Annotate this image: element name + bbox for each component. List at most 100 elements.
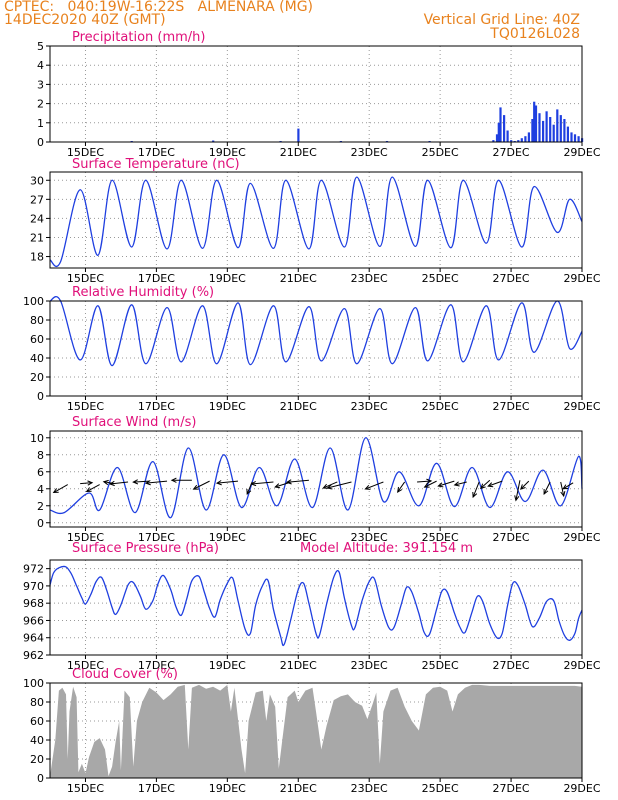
x-tick-label: 29DEC bbox=[563, 531, 600, 544]
precip-bar bbox=[577, 136, 580, 142]
wind-vector bbox=[515, 480, 521, 501]
precip-bar bbox=[573, 134, 577, 142]
y-tick-label: 21 bbox=[30, 231, 44, 244]
precip-bar bbox=[492, 140, 495, 142]
cloud-cover-area bbox=[50, 684, 582, 778]
series-line bbox=[49, 296, 583, 367]
y-tick-label: 20 bbox=[30, 371, 44, 384]
x-tick-label: 29DEC bbox=[563, 146, 600, 159]
wind-vector-head bbox=[364, 484, 371, 490]
x-tick-label: 15DEC bbox=[67, 272, 104, 285]
precip-bar bbox=[520, 138, 523, 142]
series-line bbox=[49, 176, 583, 267]
x-tick-label: 15DEC bbox=[67, 659, 104, 672]
panel-frame bbox=[49, 300, 583, 397]
wind-vector-head bbox=[426, 478, 433, 484]
y-tick-label: 60 bbox=[30, 715, 44, 728]
wind-vector bbox=[454, 481, 467, 486]
wind-vector bbox=[488, 480, 503, 487]
wind-vector-head bbox=[487, 482, 494, 488]
y-tick-label: 964 bbox=[23, 632, 44, 645]
x-tick-label: 25DEC bbox=[422, 531, 459, 544]
precip-bar bbox=[533, 101, 536, 142]
precip-bar bbox=[542, 120, 545, 142]
wind-vector bbox=[424, 480, 437, 488]
panel-2: 0 20 40 60 80 100 15DEC 17DEC 19DEC 21DEC 23DEC 25D… bbox=[23, 285, 601, 413]
precip-bar bbox=[549, 117, 552, 142]
wind-vector bbox=[543, 481, 551, 495]
x-tick-label: 21DEC bbox=[280, 659, 317, 672]
wind-vector-head bbox=[87, 480, 94, 486]
y-tick-label: 2 bbox=[37, 500, 44, 513]
x-tick-label: 25DEC bbox=[422, 782, 459, 795]
precip-bar bbox=[552, 124, 555, 142]
y-tick-label: 27 bbox=[30, 193, 44, 206]
panel-1: 18 21 24 27 30 15DEC 17DEC 19DEC 21DEC 23DEC 25DEC… bbox=[30, 157, 601, 285]
x-tick-label: 27DEC bbox=[493, 782, 530, 795]
x-tick-label: 29DEC bbox=[563, 659, 600, 672]
precip-bar bbox=[503, 115, 506, 142]
wind-vector-head bbox=[250, 480, 257, 487]
y-tick-label: 100 bbox=[23, 295, 44, 308]
x-tick-label: 21DEC bbox=[280, 272, 317, 285]
precip-bar bbox=[566, 126, 569, 142]
wind-vector bbox=[251, 481, 274, 485]
y-tick-label: 18 bbox=[30, 251, 44, 264]
y-tick-label: 24 bbox=[30, 212, 44, 225]
wind-vector-head bbox=[560, 490, 566, 498]
x-tick-label: 21DEC bbox=[280, 146, 317, 159]
x-tick-label: 19DEC bbox=[209, 659, 246, 672]
wind-vector-head bbox=[52, 488, 59, 494]
x-tick-label: 15DEC bbox=[67, 400, 104, 413]
wind-vector bbox=[86, 484, 100, 492]
wind-vector bbox=[472, 481, 480, 498]
x-tick-label: 29DEC bbox=[563, 782, 600, 795]
wind-vector bbox=[560, 481, 565, 497]
y-tick-label: 0 bbox=[37, 390, 44, 403]
wind-vector bbox=[145, 480, 168, 484]
x-tick-label: 17DEC bbox=[138, 659, 175, 672]
panel-title: Surface Temperature (nC) bbox=[72, 157, 240, 172]
header-grid-note: Vertical Grid Line: 40Z bbox=[423, 12, 580, 28]
x-tick-label: 19DEC bbox=[209, 272, 246, 285]
series-line bbox=[49, 437, 583, 519]
x-tick-label: 19DEC bbox=[209, 782, 246, 795]
precip-bar bbox=[524, 136, 527, 142]
wind-vector bbox=[53, 484, 68, 493]
y-tick-label: 972 bbox=[23, 563, 44, 576]
x-tick-label: 23DEC bbox=[351, 272, 388, 285]
wind-vector bbox=[286, 479, 309, 483]
x-tick-label: 25DEC bbox=[422, 146, 459, 159]
wind-vector-head bbox=[132, 479, 139, 485]
panel-frame bbox=[49, 682, 583, 779]
y-tick-label: 4 bbox=[37, 483, 44, 496]
wind-vector bbox=[80, 482, 93, 485]
y-tick-label: 0 bbox=[37, 517, 44, 530]
x-tick-label: 15DEC bbox=[67, 531, 104, 544]
y-tick-label: 6 bbox=[37, 466, 44, 479]
x-tick-label: 23DEC bbox=[351, 400, 388, 413]
wind-vector bbox=[397, 481, 406, 493]
wind-vector-head bbox=[108, 480, 115, 487]
x-tick-label: 19DEC bbox=[209, 400, 246, 413]
x-tick-label: 29DEC bbox=[563, 272, 600, 285]
precip-bar bbox=[563, 119, 566, 142]
y-tick-label: 968 bbox=[23, 597, 44, 610]
y-tick-label: 0 bbox=[37, 136, 44, 149]
y-tick-label: 8 bbox=[37, 449, 44, 462]
x-tick-label: 17DEC bbox=[138, 400, 175, 413]
wind-vector-head bbox=[326, 484, 333, 490]
y-tick-label: 40 bbox=[30, 352, 44, 365]
header-station: CPTEC: 040:19W-16:22S ALMENARA (MG) bbox=[4, 0, 314, 15]
y-tick-label: 970 bbox=[23, 580, 44, 593]
series-line bbox=[49, 565, 583, 647]
wind-vector-head bbox=[85, 487, 92, 493]
y-tick-label: 20 bbox=[30, 753, 44, 766]
x-tick-label: 23DEC bbox=[351, 531, 388, 544]
wind-vector bbox=[438, 480, 455, 487]
wind-vector-head bbox=[285, 479, 292, 485]
precip-bar bbox=[570, 132, 573, 142]
panel-0: 0 1 2 3 4 5 15DEC 17DEC 19DEC 21DEC 23DEC 25DEC 27DE… bbox=[37, 30, 601, 159]
panel-4: 962 964 966 968 970 972 15DEC 17DEC 19DEC 21DEC 23… bbox=[23, 541, 601, 672]
y-tick-label: 2 bbox=[37, 98, 44, 111]
